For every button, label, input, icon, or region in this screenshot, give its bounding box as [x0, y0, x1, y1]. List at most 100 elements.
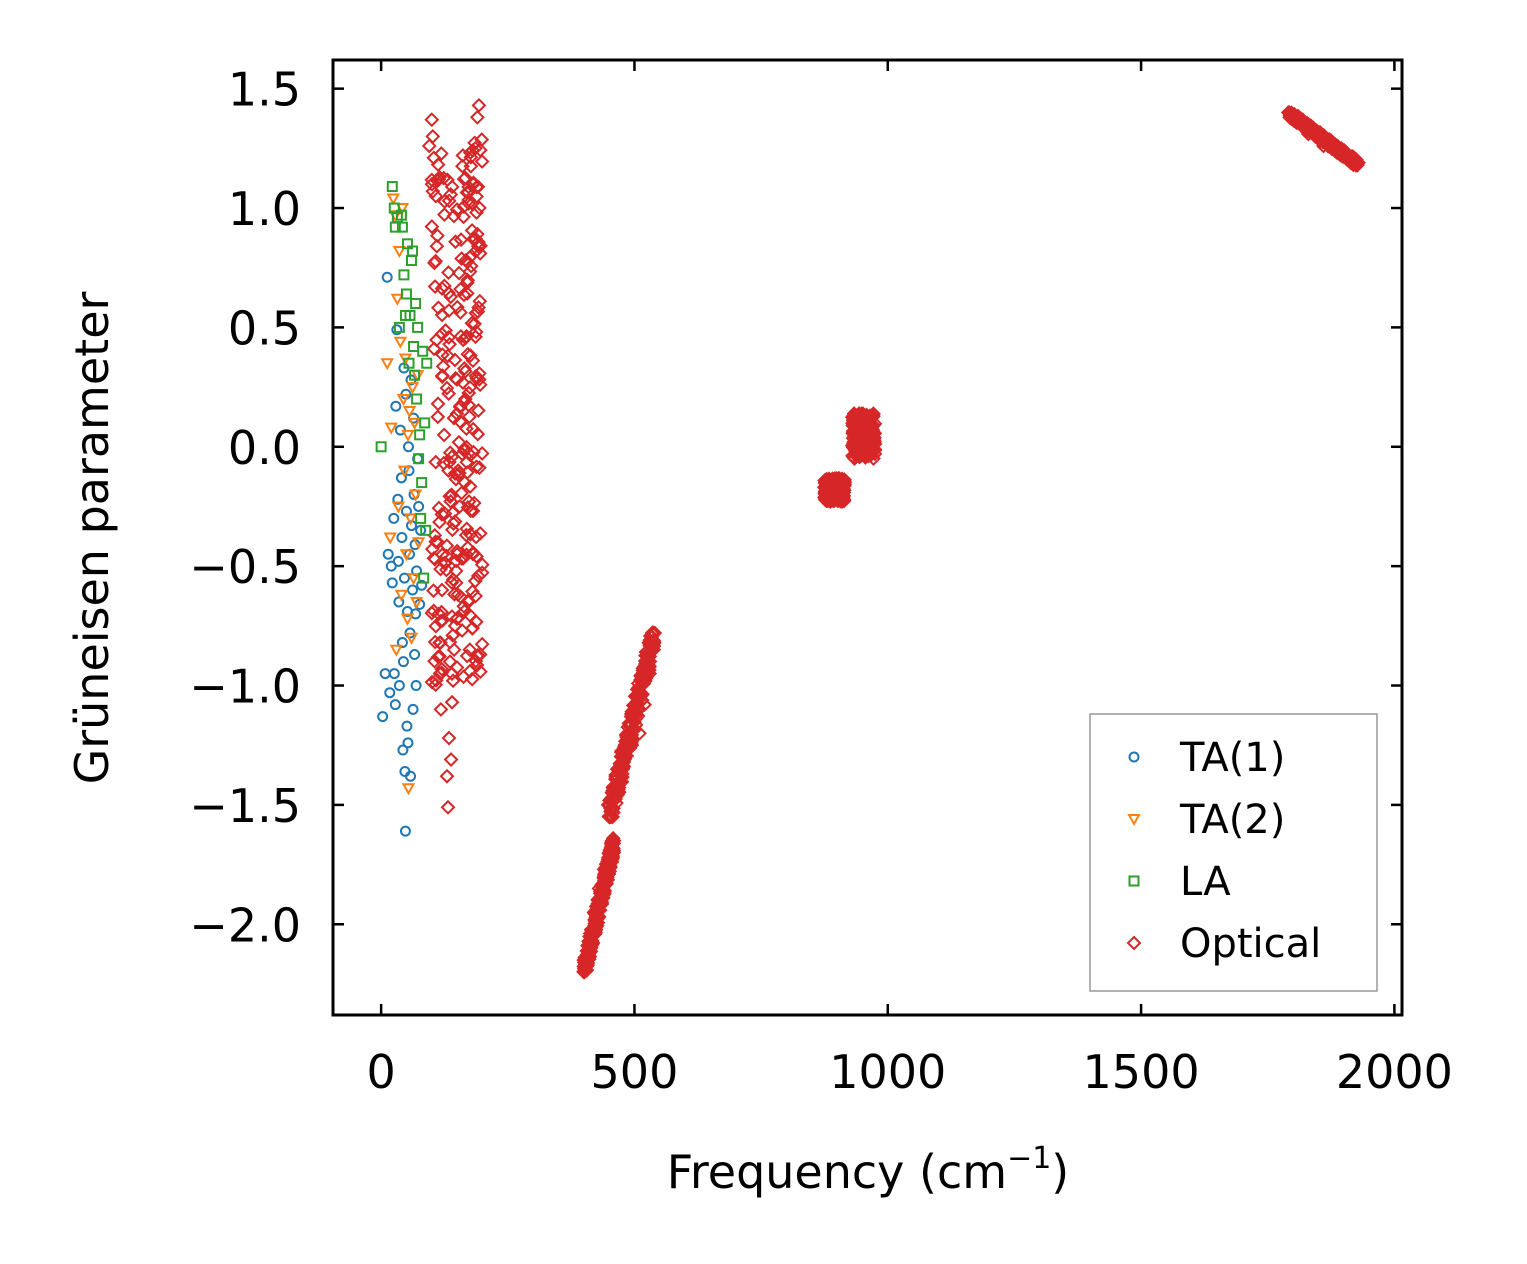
ta-1-point	[399, 825, 411, 837]
optical-point	[470, 403, 486, 418]
optical-point	[605, 848, 620, 864]
ta-1-point	[388, 512, 400, 524]
ta-2-point	[399, 549, 414, 562]
ta-1-point	[391, 324, 403, 336]
optical-point	[434, 661, 450, 677]
ta-2-point	[393, 336, 408, 349]
optical-point	[474, 565, 490, 581]
ta-2-point	[401, 783, 416, 796]
optical-point	[432, 666, 448, 682]
optical-point	[446, 410, 462, 426]
y-tick-label: 1.5	[228, 63, 301, 117]
la-point	[411, 393, 423, 405]
optical-point	[1300, 126, 1316, 142]
optical-point	[444, 575, 460, 590]
optical-point	[472, 525, 488, 541]
optical-point	[623, 709, 639, 724]
optical-point	[437, 207, 452, 223]
optical-point	[624, 737, 640, 753]
ta-1-point	[381, 271, 393, 283]
ta-2-point	[390, 293, 405, 306]
optical-point	[445, 673, 461, 689]
optical-point	[453, 328, 469, 344]
ta-1-point	[410, 680, 422, 692]
optical-point	[455, 375, 471, 391]
optical-point	[430, 396, 446, 412]
optical-point	[637, 697, 652, 713]
optical-point	[603, 809, 619, 825]
optical-point	[822, 482, 837, 498]
optical-point	[862, 408, 878, 424]
optical-point	[441, 329, 457, 345]
la-point	[403, 357, 415, 369]
la-point	[410, 298, 422, 310]
ta-1-point	[389, 699, 401, 711]
optical-point	[444, 694, 460, 710]
optical-point	[421, 138, 437, 154]
optical-point	[833, 491, 849, 506]
optical-point	[630, 676, 646, 691]
y-tick-label: −2.0	[189, 898, 301, 952]
optical-point	[465, 176, 481, 192]
la-point	[396, 221, 408, 233]
optical-point	[434, 281, 450, 296]
la-point	[386, 181, 398, 193]
ta-2-point	[383, 532, 397, 545]
optical-point	[467, 316, 483, 332]
optical-point	[462, 607, 478, 623]
optical-point	[459, 521, 475, 537]
ta-1-point	[384, 687, 396, 699]
optical-point	[455, 332, 471, 348]
ta-1-point	[407, 584, 419, 596]
la-point	[418, 572, 430, 584]
la-point	[395, 209, 407, 221]
optical-point	[454, 446, 470, 462]
optical-point	[441, 285, 456, 301]
optical-point	[456, 598, 472, 614]
optical-point	[442, 454, 457, 470]
optical-point	[443, 752, 459, 767]
optical-point	[442, 445, 458, 461]
optical-point	[441, 193, 457, 209]
ta-2-point	[409, 596, 424, 610]
optical-point	[470, 568, 486, 584]
optical-point	[429, 238, 445, 254]
optical-point	[854, 431, 870, 447]
plot-frame	[331, 58, 1404, 1017]
legend-marker-ta-1	[1128, 751, 1140, 763]
optical-point	[437, 506, 453, 522]
optical-point	[472, 142, 488, 158]
optical-point	[463, 258, 479, 274]
ta-1-point	[388, 668, 400, 680]
optical-point	[588, 899, 604, 915]
optical-point	[472, 293, 488, 309]
optical-point	[460, 346, 476, 362]
optical-point	[426, 550, 442, 566]
optical-point	[469, 459, 484, 475]
optical-point	[837, 475, 853, 491]
optical-point	[460, 254, 475, 270]
optical-point	[461, 179, 477, 195]
optical-point	[462, 479, 478, 494]
optical-point	[453, 232, 469, 248]
optical-point	[632, 679, 648, 695]
optical-point	[465, 503, 481, 519]
optical-point	[425, 183, 441, 199]
optical-point	[465, 421, 481, 437]
x-tick-label: 1500	[1083, 1045, 1200, 1099]
optical-point	[586, 904, 602, 920]
la-point	[404, 309, 416, 321]
optical-point	[577, 961, 593, 977]
optical-point	[1294, 114, 1310, 130]
y-tick-label: 1.0	[228, 182, 301, 236]
optical-point	[817, 486, 833, 502]
la-point	[400, 288, 412, 300]
optical-point	[428, 534, 444, 550]
ta-2-point	[396, 394, 411, 407]
optical-point	[576, 952, 592, 968]
optical-point	[457, 475, 473, 491]
la-point	[420, 524, 432, 536]
optical-point	[444, 179, 460, 195]
optical-point	[467, 140, 483, 156]
optical-point	[474, 154, 490, 169]
